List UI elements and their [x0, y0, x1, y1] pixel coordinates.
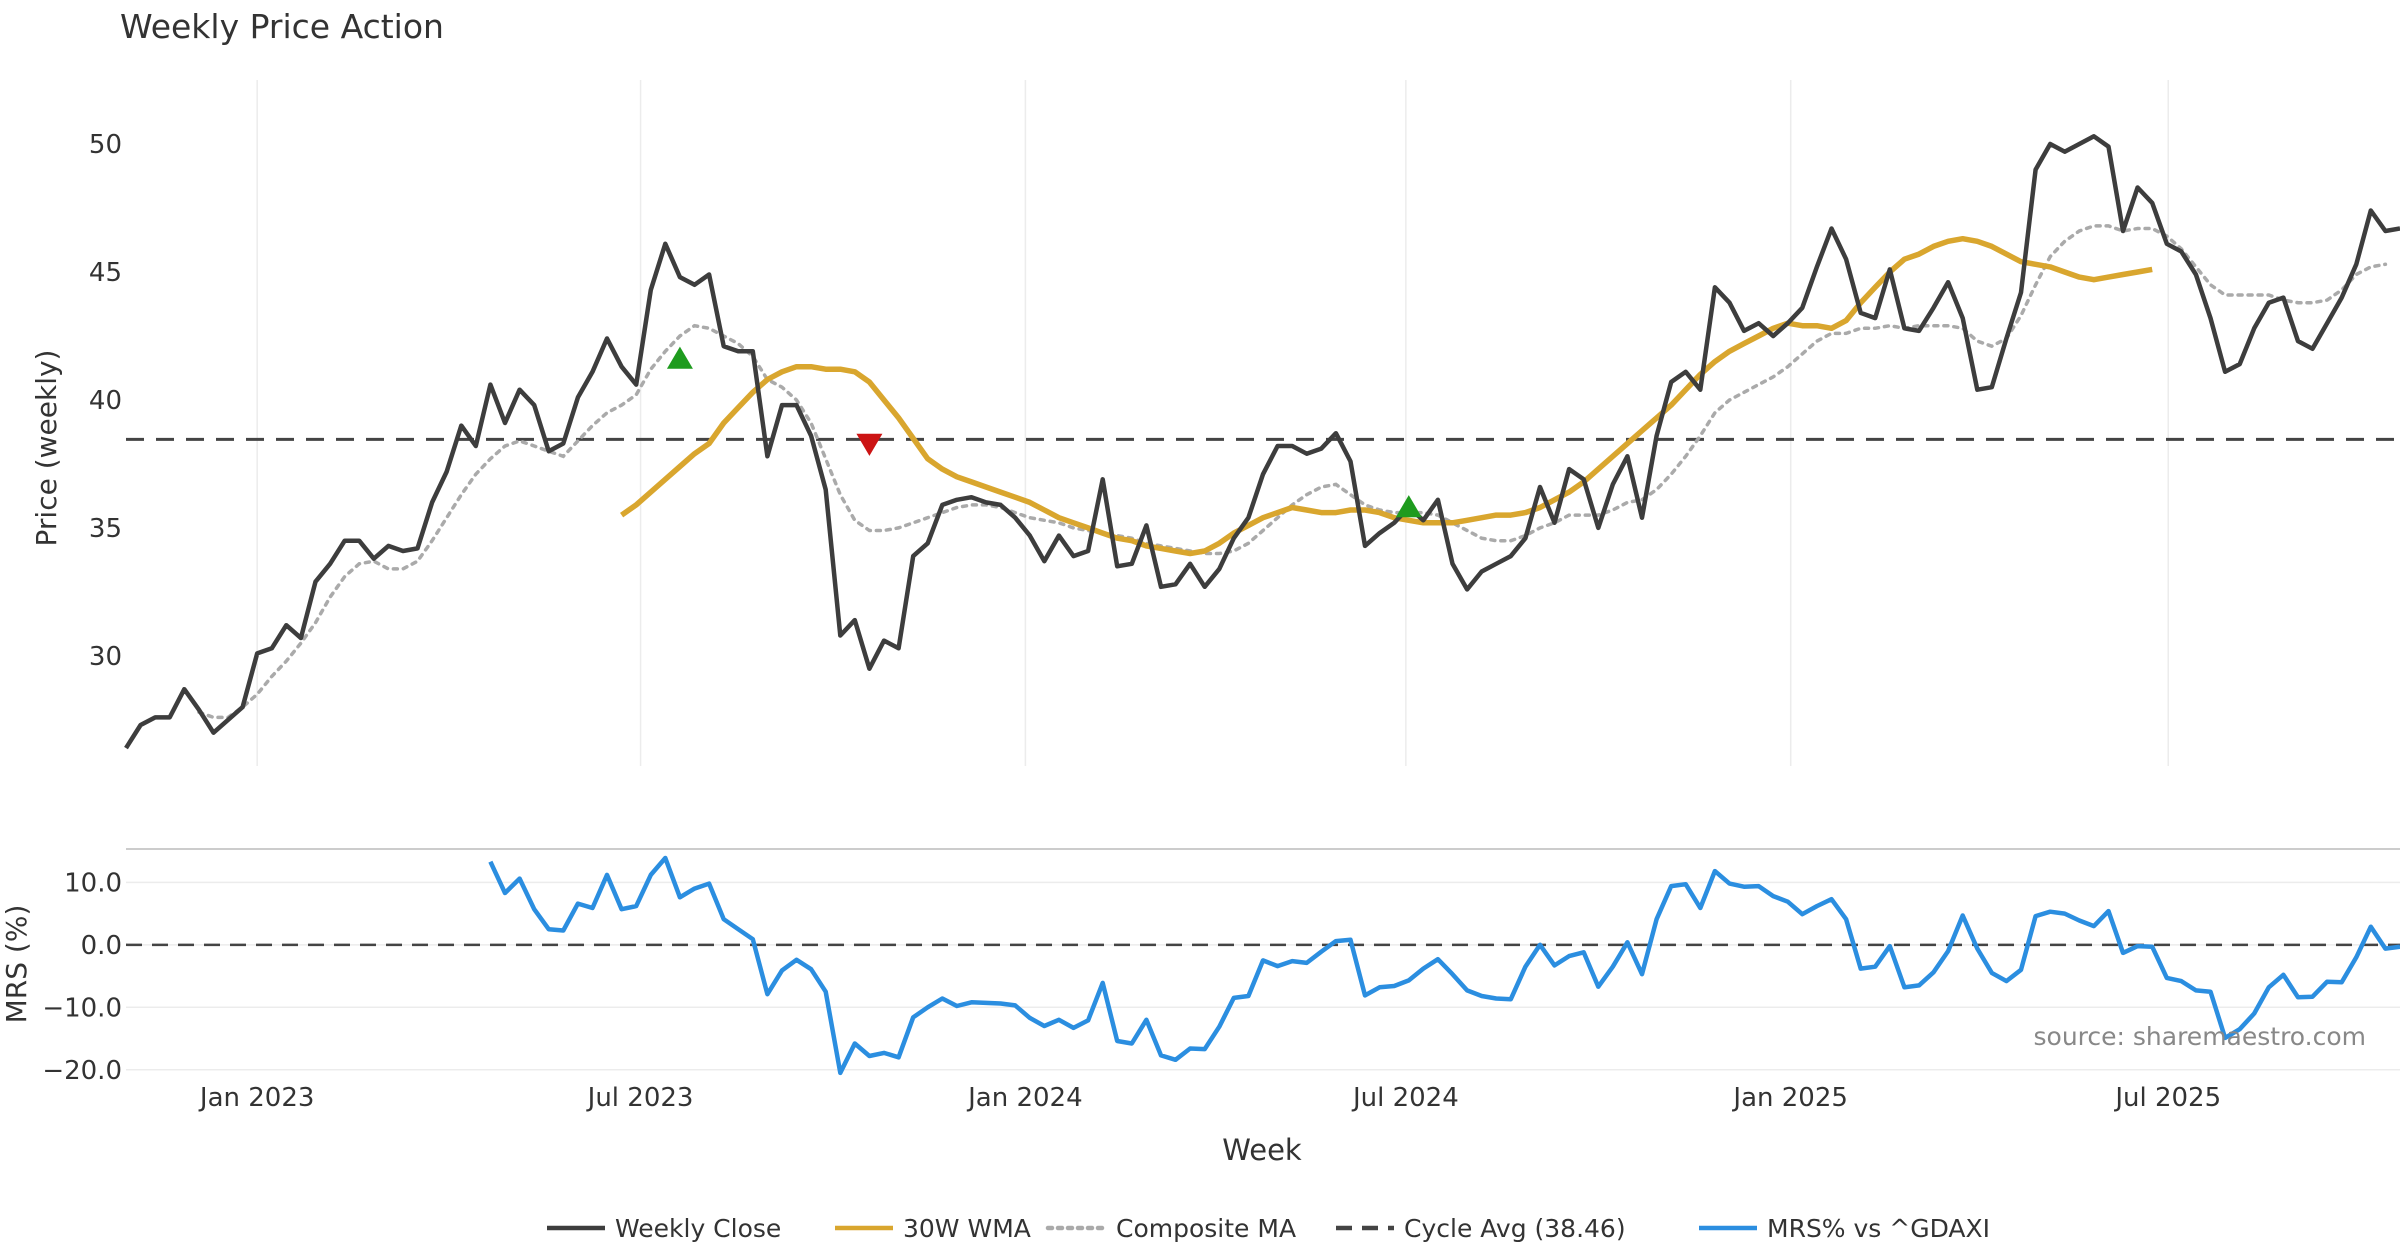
series-composite-ma [197, 224, 2388, 720]
buy-marker-0 [666, 346, 693, 369]
source-annotation: source: sharemaestro.com [2034, 1022, 2367, 1051]
x-tick-label-4: Jan 2025 [1731, 1083, 1848, 1113]
mrs-ytick-label-2: −10.0 [42, 993, 122, 1023]
series-weekly-close [124, 134, 2400, 750]
price-ytick-label-0: 30 [89, 642, 122, 672]
mrs-ytick-label-3: −20.0 [42, 1056, 122, 1086]
price-ytick-label-2: 40 [89, 386, 122, 416]
sell-marker-1 [856, 433, 883, 456]
price-ytick-label-1: 35 [89, 514, 122, 544]
buy-marker-2 [1395, 495, 1422, 518]
mrs-ytick-label-0: 10.0 [64, 868, 122, 898]
x-tick-label-1: Jul 2023 [586, 1083, 694, 1113]
price-y-axis-label: Price (weekly) [30, 350, 63, 547]
legend-label-2: Composite MA [1116, 1214, 1296, 1243]
legend-label-4: MRS% vs ^GDAXI [1767, 1214, 1990, 1243]
mrs-ytick-label-1: 0.0 [81, 931, 122, 961]
price-ytick-label-3: 45 [89, 258, 122, 288]
x-tick-label-3: Jul 2024 [1351, 1083, 1459, 1113]
x-tick-label-0: Jan 2023 [198, 1083, 315, 1113]
legend-label-3: Cycle Avg (38.46) [1404, 1214, 1626, 1243]
x-tick-label-5: Jul 2025 [2113, 1083, 2221, 1113]
series-30w-wma [620, 235, 2153, 557]
legend-label-0: Weekly Close [615, 1214, 781, 1243]
legend: Weekly Close 30W WMA Composite MA Cycle Avg… [547, 1214, 1990, 1243]
x-tick-label-2: Jan 2024 [966, 1083, 1083, 1113]
series-mrs [488, 855, 2400, 1076]
mrs-panel: 10.0 0.0 −10.0 −20.0 Jan 2023 Jul 2023 Jan 202… [42, 848, 2400, 1113]
price-ytick-label-4: 50 [89, 130, 122, 160]
legend-label-1: 30W WMA [903, 1214, 1031, 1243]
price-panel: 30 35 40 45 50 [89, 80, 2400, 766]
mrs-y-axis-label: MRS (%) [0, 905, 33, 1024]
x-axis-label: Week [1222, 1133, 1302, 1167]
chart-title: Weekly Price Action [120, 7, 444, 46]
